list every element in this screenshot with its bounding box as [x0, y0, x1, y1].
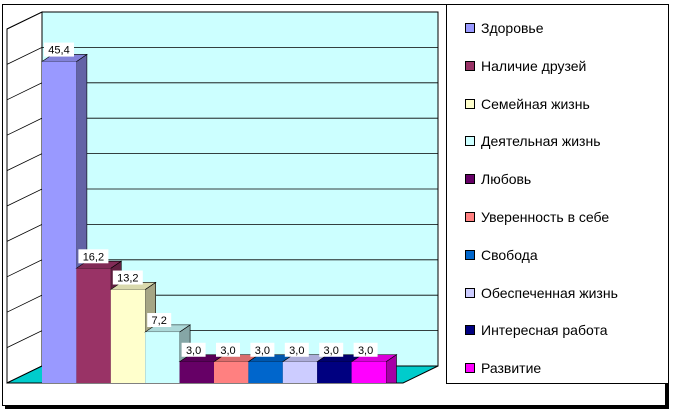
data-label-bg [353, 342, 378, 357]
legend-label: Уверенность в себе [481, 209, 610, 225]
data-label-bg [181, 342, 206, 357]
legend-label: Интересная работа [481, 322, 608, 339]
bar [317, 361, 352, 383]
legend-item: Уверенность в себе [465, 209, 609, 225]
data-label: 13,2 [117, 273, 138, 285]
chart-legend: Здоровье Наличие друзей Семейная жизнь Деят… [446, 4, 669, 384]
legend-swatch [465, 136, 475, 147]
legend-swatch [465, 249, 475, 260]
legend-label: Свобода [481, 246, 538, 263]
data-label: 3,0 [255, 345, 270, 357]
data-label-bg [250, 342, 275, 357]
bar [282, 361, 318, 383]
legend-label: Любовь [481, 171, 532, 188]
bar [42, 61, 77, 384]
legend-item: Любовь [465, 171, 531, 187]
data-label: 3,0 [358, 345, 373, 357]
legend-item: Свобода [465, 247, 538, 263]
legend-item: Семейная жизнь [465, 96, 590, 112]
data-label-bg [284, 342, 309, 357]
legend-label: Здоровье [481, 20, 544, 36]
legend-item: Интересная работа [465, 322, 608, 338]
data-label-bg [216, 342, 240, 357]
legend-item: Развитие [465, 360, 541, 376]
legend-swatch [465, 174, 475, 185]
bar [179, 361, 214, 383]
gridline [6, 47, 438, 65]
bar [248, 361, 283, 383]
data-label-bg [319, 342, 344, 357]
legend-swatch [465, 287, 475, 298]
data-label: 3,0 [186, 345, 201, 357]
legend-swatch [465, 23, 475, 33]
legend-item: Деятельная жизнь [465, 133, 601, 149]
bar [76, 268, 111, 383]
data-label: 7,2 [152, 315, 167, 327]
legend-item: Здоровье [465, 20, 544, 36]
legend-swatch [465, 363, 475, 374]
data-label: 16,2 [83, 251, 104, 263]
legend-label: Семейная жизнь [481, 95, 590, 112]
data-label-bg [112, 270, 143, 285]
bar [145, 332, 180, 383]
data-label: 3,0 [220, 345, 235, 357]
bar [110, 289, 146, 383]
legend-swatch [465, 212, 475, 222]
data-label: 3,0 [324, 345, 339, 357]
legend-swatch [465, 98, 475, 109]
data-label-bg [44, 42, 74, 57]
data-label-bg [78, 249, 109, 264]
bar [351, 361, 386, 383]
bar [214, 361, 249, 383]
legend-label: Обеспеченная жизнь [481, 284, 618, 301]
legend-item: Обеспеченная жизнь [465, 285, 618, 301]
legend-label: Деятельная жизнь [481, 133, 601, 150]
gridline [6, 11, 438, 30]
legend-item: Наличие друзей [465, 58, 586, 74]
data-label-bg [147, 313, 172, 328]
legend-label: Наличие друзей [481, 57, 587, 74]
legend-swatch [465, 60, 475, 71]
legend-swatch [465, 325, 475, 336]
legend-label: Развитие [481, 360, 542, 377]
data-label: 45,4 [48, 45, 69, 57]
data-label: 3,0 [289, 345, 304, 357]
